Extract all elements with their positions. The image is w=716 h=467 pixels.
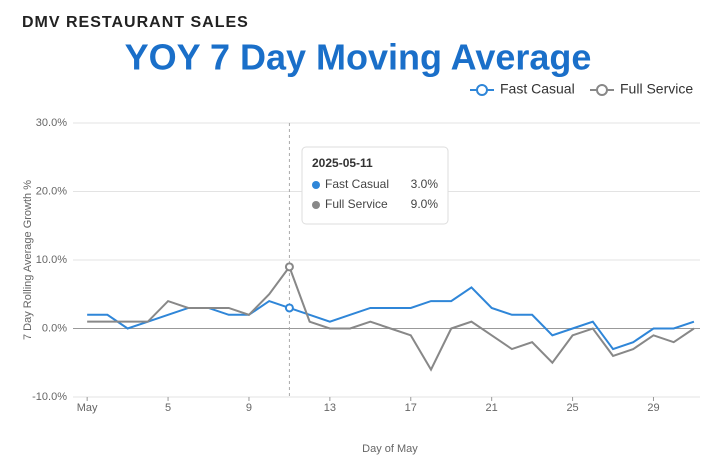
x-tick-label: 21 bbox=[486, 402, 498, 414]
x-axis-label: Day of May bbox=[362, 443, 418, 455]
series-line bbox=[87, 264, 695, 372]
x-tick-label: 25 bbox=[566, 402, 578, 414]
tooltip-title: 2025-05-11 bbox=[312, 156, 373, 170]
hover-point bbox=[284, 303, 294, 313]
legend-marker bbox=[476, 84, 488, 96]
tooltip-name: Full Service bbox=[325, 197, 388, 211]
legend-label: Full Service bbox=[620, 81, 693, 97]
y-tick-label: 0.0% bbox=[42, 322, 67, 334]
tooltip-box bbox=[301, 146, 449, 225]
tooltip-marker bbox=[312, 181, 320, 189]
series-line bbox=[87, 286, 695, 351]
y-tick-label: -10.0% bbox=[32, 391, 67, 403]
x-tick-label: 29 bbox=[647, 402, 659, 414]
y-tick-label: 10.0% bbox=[36, 254, 67, 266]
x-tick-label: 9 bbox=[246, 402, 252, 414]
y-tick-label: 30.0% bbox=[36, 117, 67, 129]
hover-point bbox=[284, 262, 294, 272]
legend-marker bbox=[596, 84, 608, 96]
legend-label: Fast Casual bbox=[500, 81, 575, 97]
x-tick-label: 13 bbox=[324, 402, 336, 414]
x-tick-label: May bbox=[77, 402, 98, 414]
x-tick-label: 17 bbox=[405, 402, 417, 414]
heading: DMV RESTAURANT SALES bbox=[22, 14, 249, 31]
y-tick-label: 20.0% bbox=[36, 185, 67, 197]
tooltip-name: Fast Casual bbox=[325, 177, 389, 191]
chart-title: YOY 7 Day Moving Average bbox=[125, 37, 592, 78]
tooltip-marker bbox=[312, 201, 320, 209]
tooltip-value: 3.0% bbox=[411, 177, 439, 191]
y-axis-label: 7 Day Rolling Average Growth % bbox=[22, 180, 34, 340]
tooltip-value: 9.0% bbox=[411, 197, 439, 211]
x-tick-label: 5 bbox=[165, 402, 171, 414]
